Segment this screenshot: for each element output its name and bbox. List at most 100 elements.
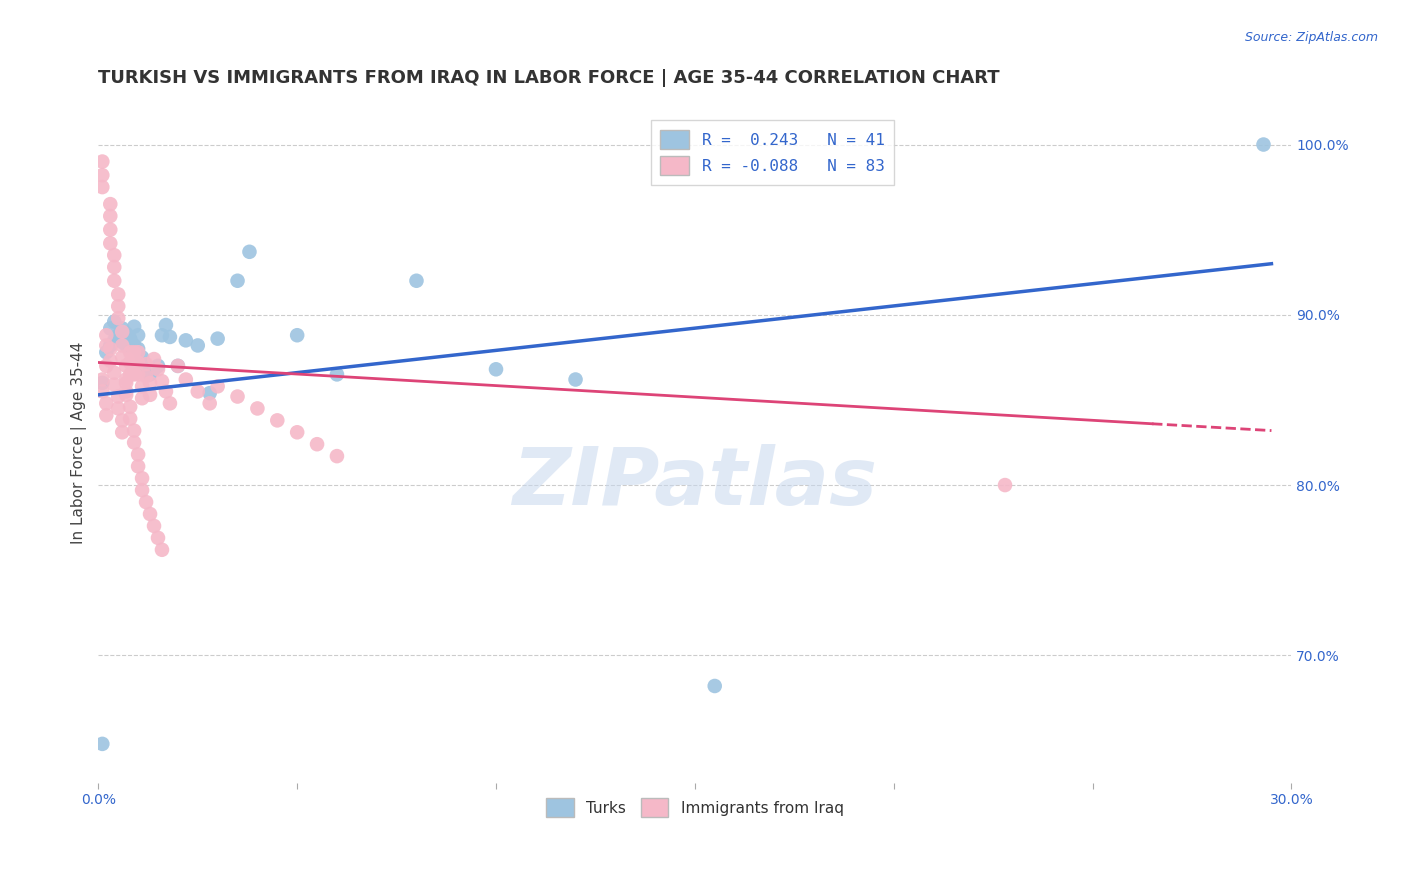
Point <box>405 274 427 288</box>
Point <box>127 447 149 461</box>
Point <box>91 180 114 194</box>
Point <box>120 411 142 425</box>
Text: ZIPatlas: ZIPatlas <box>512 444 877 523</box>
Point <box>122 338 145 352</box>
Point <box>703 679 725 693</box>
Point <box>564 372 586 386</box>
Point <box>111 334 134 349</box>
Point <box>122 319 145 334</box>
Point <box>127 345 149 359</box>
Point <box>127 368 149 382</box>
Point <box>91 737 114 751</box>
Point <box>91 384 114 399</box>
Point <box>146 362 169 376</box>
Point <box>103 315 125 329</box>
Point <box>96 338 118 352</box>
Point <box>127 459 149 474</box>
Point <box>96 396 118 410</box>
Point <box>159 396 181 410</box>
Point <box>135 495 157 509</box>
Point <box>115 372 138 386</box>
Point <box>187 384 209 399</box>
Point <box>135 357 157 371</box>
Point <box>96 328 118 343</box>
Point <box>120 368 142 382</box>
Point <box>146 531 169 545</box>
Legend: Turks, Immigrants from Iraq: Turks, Immigrants from Iraq <box>540 792 849 823</box>
Point <box>111 338 134 352</box>
Point <box>103 366 125 380</box>
Y-axis label: In Labor Force | Age 35-44: In Labor Force | Age 35-44 <box>72 342 87 544</box>
Point <box>96 345 118 359</box>
Point <box>167 359 190 373</box>
Point <box>174 334 197 348</box>
Point <box>120 355 142 369</box>
Point <box>131 351 153 365</box>
Point <box>131 391 153 405</box>
Point <box>98 209 121 223</box>
Point <box>111 413 134 427</box>
Point <box>127 342 149 356</box>
Point <box>285 328 308 343</box>
Point <box>131 379 153 393</box>
Point <box>131 483 153 498</box>
Point <box>155 318 177 332</box>
Point <box>131 471 153 485</box>
Point <box>111 325 134 339</box>
Point <box>207 332 229 346</box>
Point <box>326 368 349 382</box>
Point <box>107 311 129 326</box>
Point <box>226 274 249 288</box>
Point <box>150 374 173 388</box>
Point <box>115 338 138 352</box>
Point <box>122 345 145 359</box>
Point <box>174 372 197 386</box>
Point <box>115 359 138 373</box>
Point <box>107 390 129 404</box>
Point <box>150 328 173 343</box>
Point <box>246 401 269 416</box>
Text: TURKISH VS IMMIGRANTS FROM IRAQ IN LABOR FORCE | AGE 35-44 CORRELATION CHART: TURKISH VS IMMIGRANTS FROM IRAQ IN LABOR… <box>98 69 1000 87</box>
Point <box>120 345 142 359</box>
Point <box>226 390 249 404</box>
Point <box>207 379 229 393</box>
Point <box>103 260 125 274</box>
Point <box>115 326 138 341</box>
Point <box>98 197 121 211</box>
Point <box>159 330 181 344</box>
Point <box>139 368 162 382</box>
Text: Source: ZipAtlas.com: Source: ZipAtlas.com <box>1244 31 1378 45</box>
Point <box>98 342 121 356</box>
Point <box>96 409 118 423</box>
Point <box>1253 137 1275 152</box>
Point <box>98 353 121 368</box>
Point <box>111 425 134 440</box>
Point <box>139 388 162 402</box>
Point <box>91 372 114 386</box>
Point <box>127 355 149 369</box>
Point <box>111 351 134 365</box>
Point <box>150 542 173 557</box>
Point <box>122 435 145 450</box>
Point <box>167 359 190 373</box>
Point <box>139 376 162 390</box>
Point <box>107 299 129 313</box>
Point <box>115 384 138 399</box>
Point <box>285 425 308 440</box>
Point <box>103 248 125 262</box>
Point <box>139 507 162 521</box>
Point <box>91 168 114 182</box>
Point <box>143 519 166 533</box>
Point <box>122 424 145 438</box>
Point <box>187 338 209 352</box>
Point <box>107 328 129 343</box>
Point <box>120 400 142 414</box>
Point <box>122 355 145 369</box>
Point <box>107 287 129 301</box>
Point <box>115 388 138 402</box>
Point <box>103 377 125 392</box>
Point <box>120 334 142 348</box>
Point <box>307 437 329 451</box>
Point <box>994 478 1017 492</box>
Point <box>98 338 121 352</box>
